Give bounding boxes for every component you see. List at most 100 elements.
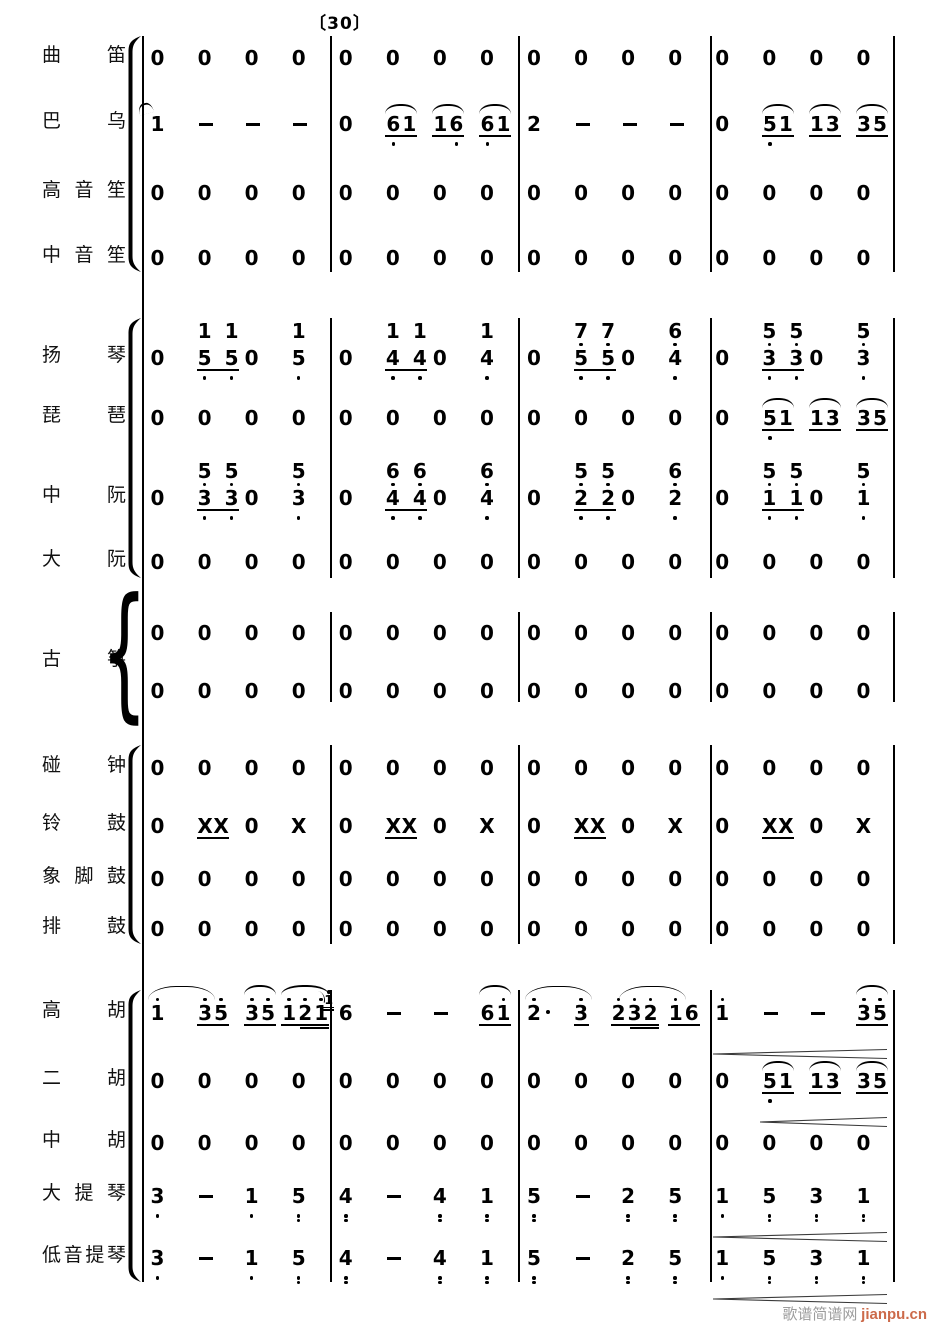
lower-octave-dots xyxy=(150,843,165,855)
beam-line xyxy=(479,135,512,137)
octave-dot xyxy=(606,376,610,380)
note-number: 5 xyxy=(261,1001,276,1025)
lower-octave-dots xyxy=(856,515,871,527)
lower-octave-dots xyxy=(244,375,259,387)
rest-note: 0 xyxy=(762,868,777,908)
note-number: 3 xyxy=(150,1184,165,1208)
lower-octave-dots xyxy=(809,650,824,662)
lower-octave-dots xyxy=(150,946,165,958)
note-number: 0 xyxy=(385,1069,400,1093)
rest-note: 0 xyxy=(432,407,447,447)
beat: 3 xyxy=(140,1173,187,1225)
lower-octave-dots xyxy=(621,650,636,662)
lower-octave-dots xyxy=(715,1030,730,1042)
lower-octave-dots xyxy=(574,275,589,287)
lower-octave-dots xyxy=(197,210,212,222)
rest-note: 0 xyxy=(574,407,589,447)
rest-note: 0 xyxy=(244,407,259,447)
dash-note xyxy=(574,1247,592,1287)
lower-octave-dots xyxy=(291,708,306,720)
lower-octave-dots xyxy=(809,785,824,797)
beat: 0 xyxy=(799,35,846,87)
octave-dot xyxy=(767,516,772,520)
note-number: 0 xyxy=(338,917,353,941)
instrument-label-datiqin: 大提琴 xyxy=(42,1183,126,1205)
beat: 0 xyxy=(140,170,187,222)
octave-dot xyxy=(673,1280,677,1284)
note-number: 0 xyxy=(479,46,494,70)
note-number: X xyxy=(573,814,590,838)
lower-octave-dots xyxy=(715,579,730,591)
beat: 0 xyxy=(469,170,516,222)
note-number: 0 xyxy=(432,1069,447,1093)
lower-octave-dots xyxy=(762,435,794,447)
lower-octave-dots xyxy=(715,1160,730,1172)
note: 1 xyxy=(715,1185,730,1225)
octave-dot xyxy=(344,1214,348,1218)
instrument-label-gaohu: 高胡 xyxy=(42,1000,126,1022)
beat: 0 xyxy=(705,1058,752,1110)
lower-octave-dots xyxy=(611,1030,659,1042)
beat: 0 xyxy=(799,539,846,591)
rest-note: 0 xyxy=(527,1070,542,1110)
label-char: 筝 xyxy=(106,649,126,670)
beat xyxy=(375,990,422,1042)
rest-note: 0 xyxy=(244,918,259,958)
beat: 0 xyxy=(705,35,752,87)
chord-top-number: 1 xyxy=(291,319,306,343)
barline xyxy=(518,990,520,1282)
note-number: 0 xyxy=(809,46,824,70)
note-number: 0 xyxy=(527,486,541,510)
beat: 0 xyxy=(846,668,893,720)
note-number: 0 xyxy=(338,621,353,645)
chord-top-number: 6 xyxy=(668,319,683,343)
lower-octave-dots xyxy=(668,210,683,222)
tie-arc-icon xyxy=(479,985,512,995)
lower-octave-dots xyxy=(244,1030,276,1042)
rest-note: 0 xyxy=(197,47,212,87)
note-number: 0 xyxy=(150,814,165,838)
note-number: 5 xyxy=(872,1069,887,1093)
beam-underlines xyxy=(432,135,465,141)
beam-underlines xyxy=(667,1024,700,1030)
lower-octave-dots xyxy=(244,435,259,447)
beat: 0 xyxy=(281,668,328,720)
slur-arc-icon xyxy=(148,986,216,1000)
lower-octave-dots xyxy=(385,650,400,662)
chord-bottom-number: 3 xyxy=(762,346,777,370)
lower-octave-dots xyxy=(338,1160,353,1172)
note-number: 0 xyxy=(715,1069,730,1093)
beat: 0 xyxy=(422,35,469,87)
lower-octave-dots xyxy=(244,1213,259,1225)
beat: 0 xyxy=(375,170,422,222)
beat: 0 xyxy=(517,539,564,591)
rest-note: 0 xyxy=(715,47,730,87)
lower-octave-dots xyxy=(621,75,636,87)
lower-octave-dots xyxy=(809,375,824,387)
lower-octave-dots xyxy=(244,946,259,958)
note: 3 xyxy=(150,1247,165,1287)
lower-octave-dots xyxy=(338,946,353,958)
upper-octave-dots xyxy=(501,994,506,1002)
rest-note: 0 xyxy=(338,815,353,855)
note: 5 xyxy=(762,1247,777,1287)
note-number: 0 xyxy=(385,679,400,703)
beat: 0 xyxy=(611,668,658,720)
rest-note: 0 xyxy=(291,868,306,908)
octave-dot xyxy=(202,482,207,487)
lower-octave-dots xyxy=(809,1098,841,1110)
note-number: 0 xyxy=(385,621,400,645)
lower-octave-dots xyxy=(385,75,400,87)
beat: 0 xyxy=(422,1120,469,1172)
beat: 0 xyxy=(187,745,234,797)
